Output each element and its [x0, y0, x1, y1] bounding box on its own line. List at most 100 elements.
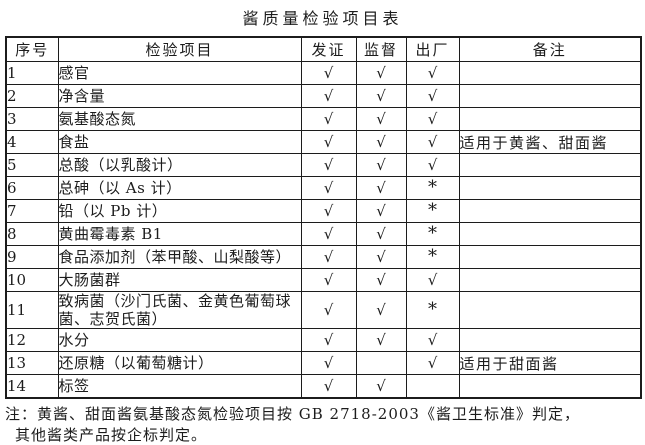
table-row: 7 铅（以 Pb 计） √ √ *	[5, 199, 642, 223]
footnote-line-1: 注：黄酱、甜面酱氨基酸态氮检验项目按 GB 2718-2003《酱卫生标准》判定…	[5, 405, 580, 423]
table-row: 6 总砷（以 As 计） √ √ *	[5, 176, 642, 200]
supervision-mark-cell: √	[355, 153, 407, 177]
row-serial-number-cell: 12	[5, 328, 59, 352]
ex-factory-mark-cell: *	[405, 222, 460, 246]
table-row: 10 大肠菌群 √ √ √	[5, 268, 642, 292]
supervision-mark-cell: √	[355, 176, 407, 200]
row-remark-cell	[458, 374, 642, 399]
row-serial-number-cell: 10	[5, 268, 59, 292]
row-remark-cell	[458, 328, 642, 352]
row-remark-cell	[458, 222, 642, 246]
supervision-mark-cell: √	[355, 374, 407, 399]
row-remark-cell	[458, 61, 642, 85]
certification-mark-cell: √	[300, 130, 357, 154]
header-ex-factory: 出厂	[405, 36, 460, 62]
table-row: 4 食盐 √ √ √ 适用于黄酱、甜面酱	[5, 130, 642, 154]
ex-factory-mark-cell	[405, 374, 460, 399]
row-serial-number-cell: 5	[5, 153, 59, 177]
ex-factory-mark-cell: *	[405, 199, 460, 223]
row-serial-number-cell: 3	[5, 107, 59, 131]
footnote-line-2: 其他酱类产品按企标判定。	[15, 426, 208, 444]
row-inspection-item-cell: 食品添加剂（苯甲酸、山梨酸等）	[57, 245, 302, 269]
table-row: 12 水分 √ √ √	[5, 328, 642, 352]
supervision-mark-cell: √	[355, 107, 407, 131]
row-remark-cell	[458, 176, 642, 200]
row-serial-number-cell: 6	[5, 176, 59, 200]
table-row: 9 食品添加剂（苯甲酸、山梨酸等） √ √ *	[5, 245, 642, 269]
row-inspection-item-cell: 水分	[57, 328, 302, 352]
table-row: 2 净含量 √ √ √	[5, 84, 642, 108]
table-row: 13 还原糖（以葡萄糖计） √ √ 适用于甜面酱	[5, 351, 642, 375]
header-remarks: 备注	[458, 36, 642, 62]
supervision-mark-cell: √	[355, 268, 407, 292]
row-remark-cell: 适用于黄酱、甜面酱	[458, 130, 642, 154]
row-inspection-item-cell: 大肠菌群	[57, 268, 302, 292]
header-supervision: 监督	[355, 36, 407, 62]
row-inspection-item-cell: 黄曲霉毒素 B1	[57, 222, 302, 246]
row-inspection-item-cell: 氨基酸态氮	[57, 107, 302, 131]
header-serial-number: 序号	[5, 36, 59, 62]
row-inspection-item-cell: 标签	[57, 374, 302, 399]
row-remark-cell	[458, 291, 642, 329]
row-serial-number-cell: 14	[5, 374, 59, 399]
supervision-mark-cell: √	[355, 130, 407, 154]
row-inspection-item-cell: 还原糖（以葡萄糖计）	[57, 351, 302, 375]
row-serial-number-cell: 11	[5, 291, 59, 329]
table-row: 14 标签 √ √	[5, 374, 642, 399]
row-inspection-item-cell: 净含量	[57, 84, 302, 108]
ex-factory-mark-cell: √	[405, 61, 460, 85]
supervision-mark-cell: √	[355, 199, 407, 223]
header-certification: 发证	[300, 36, 357, 62]
row-remark-cell	[458, 268, 642, 292]
certification-mark-cell: √	[300, 176, 357, 200]
ex-factory-mark-cell: √	[405, 328, 460, 352]
certification-mark-cell: √	[300, 222, 357, 246]
supervision-mark-cell: √	[355, 84, 407, 108]
row-serial-number-cell: 9	[5, 245, 59, 269]
row-remark-cell	[458, 153, 642, 177]
row-inspection-item-cell: 致病菌（沙门氏菌、金黄色葡萄球菌、志贺氏菌）	[57, 291, 302, 329]
certification-mark-cell: √	[300, 61, 357, 85]
row-serial-number-cell: 7	[5, 199, 59, 223]
certification-mark-cell: √	[300, 199, 357, 223]
ex-factory-mark-cell: √	[405, 84, 460, 108]
supervision-mark-cell: √	[355, 61, 407, 85]
ex-factory-mark-cell: *	[405, 291, 460, 329]
ex-factory-mark-cell: √	[405, 153, 460, 177]
supervision-mark-cell: √	[355, 245, 407, 269]
row-inspection-item-cell: 感官	[57, 61, 302, 85]
ex-factory-mark-cell: √	[405, 107, 460, 131]
table-row: 5 总酸（以乳酸计） √ √ √	[5, 153, 642, 177]
supervision-mark-cell: √	[355, 222, 407, 246]
certification-mark-cell: √	[300, 107, 357, 131]
row-serial-number-cell: 1	[5, 61, 59, 85]
table-row: 11 致病菌（沙门氏菌、金黄色葡萄球菌、志贺氏菌） √ √ *	[5, 291, 642, 329]
row-inspection-item-cell: 总砷（以 As 计）	[57, 176, 302, 200]
table-row: 8 黄曲霉毒素 B1 √ √ *	[5, 222, 642, 246]
certification-mark-cell: √	[300, 374, 357, 399]
footnote: 注：黄酱、甜面酱氨基酸态氮检验项目按 GB 2718-2003《酱卫生标准》判定…	[5, 404, 645, 445]
ex-factory-mark-cell: √	[405, 268, 460, 292]
row-serial-number-cell: 4	[5, 130, 59, 154]
table-row: 1 感官 √ √ √	[5, 61, 642, 85]
row-remark-cell	[458, 84, 642, 108]
row-inspection-item-cell: 总酸（以乳酸计）	[57, 153, 302, 177]
certification-mark-cell: √	[300, 291, 357, 329]
table-body: 1 感官 √ √ √ 2 净含量 √ √ √ 3 氨基酸态氮 √ √ √ 4 食…	[5, 61, 642, 399]
supervision-mark-cell: √	[355, 328, 407, 352]
certification-mark-cell: √	[300, 153, 357, 177]
certification-mark-cell: √	[300, 84, 357, 108]
certification-mark-cell: √	[300, 268, 357, 292]
ex-factory-mark-cell: √	[405, 351, 460, 375]
row-inspection-item-cell: 食盐	[57, 130, 302, 154]
header-inspection-item: 检验项目	[57, 36, 302, 62]
row-remark-cell	[458, 107, 642, 131]
supervision-mark-cell	[355, 351, 407, 375]
row-serial-number-cell: 13	[5, 351, 59, 375]
row-remark-cell	[458, 199, 642, 223]
ex-factory-mark-cell: *	[405, 245, 460, 269]
row-serial-number-cell: 8	[5, 222, 59, 246]
certification-mark-cell: √	[300, 245, 357, 269]
certification-mark-cell: √	[300, 351, 357, 375]
